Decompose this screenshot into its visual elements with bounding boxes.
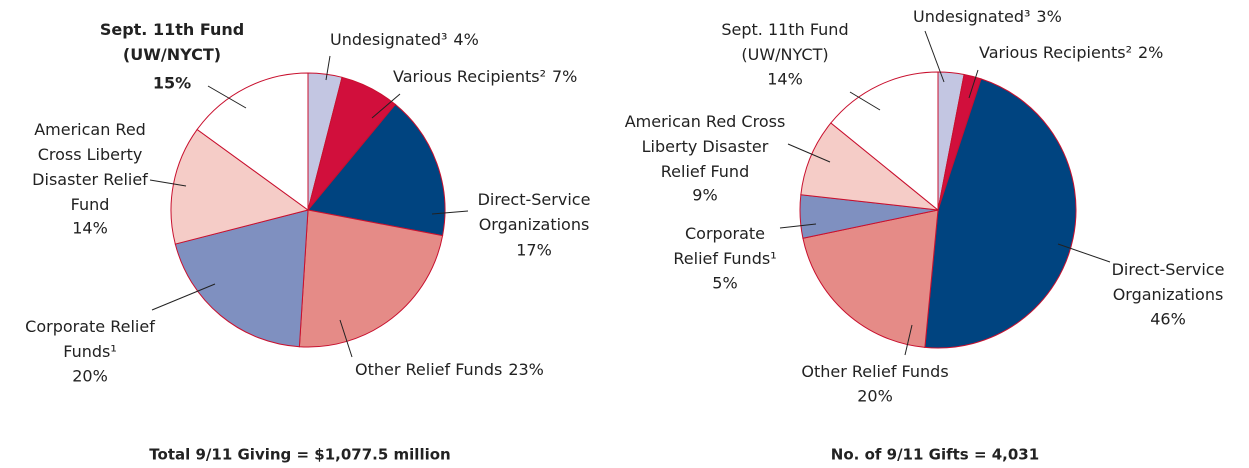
label-line: Relief Funds¹ bbox=[673, 249, 776, 268]
pie-slice bbox=[196, 72, 309, 211]
slice-label: Various Recipients² 2% bbox=[979, 43, 1163, 62]
label-line: Other Relief Funds bbox=[355, 360, 502, 379]
chart-title: No. of 9/11 Gifts = 4,031 bbox=[831, 446, 1039, 464]
label-line: Corporate Relief bbox=[25, 317, 155, 336]
value-label: 5% bbox=[712, 274, 737, 293]
leader-line bbox=[968, 69, 979, 99]
label-line: Other Relief Funds bbox=[801, 362, 948, 381]
label-line: Organizations bbox=[1113, 285, 1224, 304]
label-line: Undesignated³ bbox=[913, 7, 1030, 26]
label-line: Various Recipients² bbox=[979, 43, 1132, 62]
label-line: Fund bbox=[71, 195, 110, 214]
slice-label: Undesignated³ 4% bbox=[330, 30, 479, 49]
slice-label: American Red Cross Liberty Disaster Relief… bbox=[32, 120, 148, 214]
pie-slice bbox=[802, 209, 939, 348]
pie-slice bbox=[174, 209, 309, 348]
value-label: 14% bbox=[72, 219, 108, 238]
slice-label: Undesignated³ 3% bbox=[913, 7, 1062, 26]
leader-line bbox=[431, 210, 469, 215]
value-label: 3% bbox=[1036, 7, 1061, 26]
label-line: Cross Liberty bbox=[38, 145, 143, 164]
slice-label: Other Relief Funds bbox=[801, 362, 948, 381]
value-label: 20% bbox=[857, 387, 893, 406]
label-line: Direct-Service bbox=[478, 190, 591, 209]
value-label: 17% bbox=[516, 241, 552, 260]
leader-line bbox=[371, 93, 401, 119]
value-label: 23% bbox=[508, 360, 544, 379]
label-line: American Red Cross bbox=[625, 112, 786, 131]
label-line: Corporate bbox=[685, 224, 765, 243]
pie-slice bbox=[298, 209, 444, 348]
leader-line bbox=[779, 223, 817, 229]
label-line: (UW/NYCT) bbox=[123, 45, 221, 64]
leader-line bbox=[151, 283, 216, 311]
chart-title: Total 9/11 Giving = $1,077.5 million bbox=[149, 446, 450, 464]
label-line: Funds¹ bbox=[63, 342, 117, 361]
label-line: Various Recipients² bbox=[393, 67, 546, 86]
slice-label: American Red Cross Liberty Disaster Relief… bbox=[625, 112, 786, 181]
slice-label: Various Recipients² 7% bbox=[393, 67, 577, 86]
leader-line bbox=[787, 143, 831, 163]
label-line: Direct-Service bbox=[1112, 260, 1225, 279]
pie-slice bbox=[924, 78, 1077, 349]
slice-label: Direct-Service Organizations bbox=[1112, 260, 1225, 304]
leader-line bbox=[149, 179, 187, 187]
slice-label: Corporate Relief Funds¹ bbox=[25, 317, 155, 361]
slice-label: Other Relief Funds 23% bbox=[355, 360, 544, 379]
value-label: 9% bbox=[692, 186, 717, 205]
label-line: Sept. 11th Fund bbox=[721, 20, 848, 39]
label-line: Relief Fund bbox=[661, 162, 749, 181]
leader-line bbox=[849, 91, 881, 111]
value-label: 15% bbox=[153, 74, 191, 93]
pie-slice bbox=[830, 71, 939, 212]
label-line: Organizations bbox=[479, 215, 590, 234]
slice-label: Sept. 11th Fund (UW/NYCT) bbox=[100, 20, 244, 64]
label-line: Liberty Disaster bbox=[642, 137, 769, 156]
pie-slice bbox=[307, 103, 446, 237]
leader-line bbox=[207, 85, 247, 109]
label-line: (UW/NYCT) bbox=[741, 45, 828, 64]
value-label: 4% bbox=[453, 30, 478, 49]
label-line: Disaster Relief bbox=[32, 170, 148, 189]
value-label: 14% bbox=[767, 70, 803, 89]
value-label: 7% bbox=[552, 67, 577, 86]
leader-line bbox=[1057, 243, 1111, 263]
leader-line bbox=[325, 55, 331, 81]
pie-slice bbox=[800, 122, 940, 211]
leader-line bbox=[924, 30, 945, 83]
slice-label: Sept. 11th Fund (UW/NYCT) bbox=[721, 20, 848, 64]
label-line: American Red bbox=[34, 120, 146, 139]
leader-line bbox=[904, 324, 913, 356]
value-label: 20% bbox=[72, 367, 108, 386]
label-line: Sept. 11th Fund bbox=[100, 20, 244, 39]
value-label: 46% bbox=[1150, 310, 1186, 329]
slice-label: Corporate Relief Funds¹ bbox=[673, 224, 776, 268]
label-line: Undesignated³ bbox=[330, 30, 447, 49]
value-label: 2% bbox=[1138, 43, 1163, 62]
leader-line bbox=[339, 319, 353, 358]
slice-label: Direct-Service Organizations bbox=[478, 190, 591, 234]
